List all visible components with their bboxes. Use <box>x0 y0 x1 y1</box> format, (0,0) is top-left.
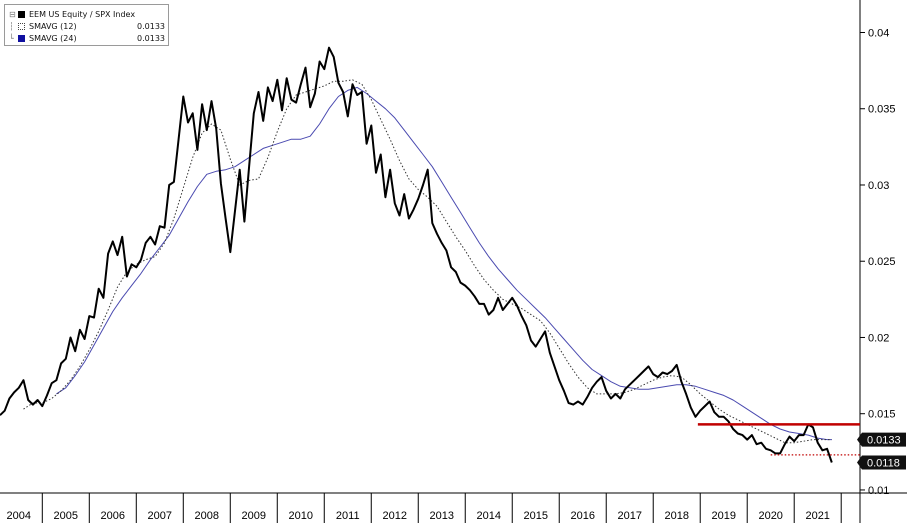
x-tick-label: 2009 <box>242 510 266 522</box>
y-tick-label: 0.04 <box>868 27 889 39</box>
x-tick-label: 2010 <box>289 510 313 522</box>
legend-swatch-black <box>18 11 25 18</box>
y-tick-label: 0.025 <box>868 256 896 268</box>
y-tick-label: 0.035 <box>868 104 896 116</box>
legend-label: SMAVG (12) <box>29 22 77 31</box>
legend-item-sma24: └ SMAVG (24) 0.0133 <box>9 33 167 44</box>
legend-item-price: ⊟ EEM US Equity / SPX Index <box>9 9 167 20</box>
x-tick-label: 2014 <box>477 510 501 522</box>
value-label-text: 0.0133 <box>867 435 901 447</box>
y-tick-label: 0.015 <box>868 409 896 421</box>
tree-branch-icon: └ <box>9 34 14 43</box>
reference-lines <box>697 423 860 456</box>
legend-label: EEM US Equity / SPX Index <box>29 10 136 19</box>
x-tick-label: 2019 <box>711 510 735 522</box>
x-tick-label: 2006 <box>101 510 125 522</box>
series-group <box>0 46 833 463</box>
x-tick-label: 2007 <box>148 510 172 522</box>
x-tick-label: 2013 <box>430 510 454 522</box>
value-label-text: 0.0118 <box>867 458 900 470</box>
x-tick-label: 2008 <box>195 510 219 522</box>
value-label-box <box>857 455 906 470</box>
y-tick-label: 0.02 <box>868 332 889 344</box>
x-tick-label: 2012 <box>383 510 407 522</box>
x-tick-label: 2016 <box>570 510 594 522</box>
value-label-box <box>857 432 906 447</box>
legend-value: 0.0133 <box>137 34 165 43</box>
x-tick-label: 2011 <box>336 510 360 522</box>
x-tick-label: 2018 <box>664 510 688 522</box>
series-line-sma24 <box>56 86 832 441</box>
y-tick-label: 0.01 <box>868 485 889 497</box>
y-tick-label: 0.03 <box>868 180 889 192</box>
legend-label: SMAVG (24) <box>29 34 77 43</box>
legend-swatch-dotted <box>18 23 25 30</box>
series-line-sma12 <box>23 79 832 444</box>
x-tick-label: 2005 <box>54 510 78 522</box>
x-tick-label: 2015 <box>523 510 547 522</box>
x-tick-label: 2004 <box>7 510 31 522</box>
legend-swatch-blue <box>18 35 25 42</box>
tree-branch-icon: ┆ <box>9 22 14 31</box>
legend-value: 0.0133 <box>137 22 165 31</box>
value-labels: 0.0133 0.0118 <box>857 432 906 470</box>
x-tick-label: 2021 <box>805 510 829 522</box>
x-tick-label: 2020 <box>758 510 782 522</box>
legend-item-sma12: ┆ SMAVG (12) 0.0133 <box>9 21 167 32</box>
series-line-ratio <box>0 46 833 463</box>
legend: ⊟ EEM US Equity / SPX Index ┆ SMAVG (12)… <box>4 4 169 46</box>
tree-collapse-icon[interactable]: ⊟ <box>9 10 16 19</box>
x-tick-label: 2017 <box>617 510 641 522</box>
